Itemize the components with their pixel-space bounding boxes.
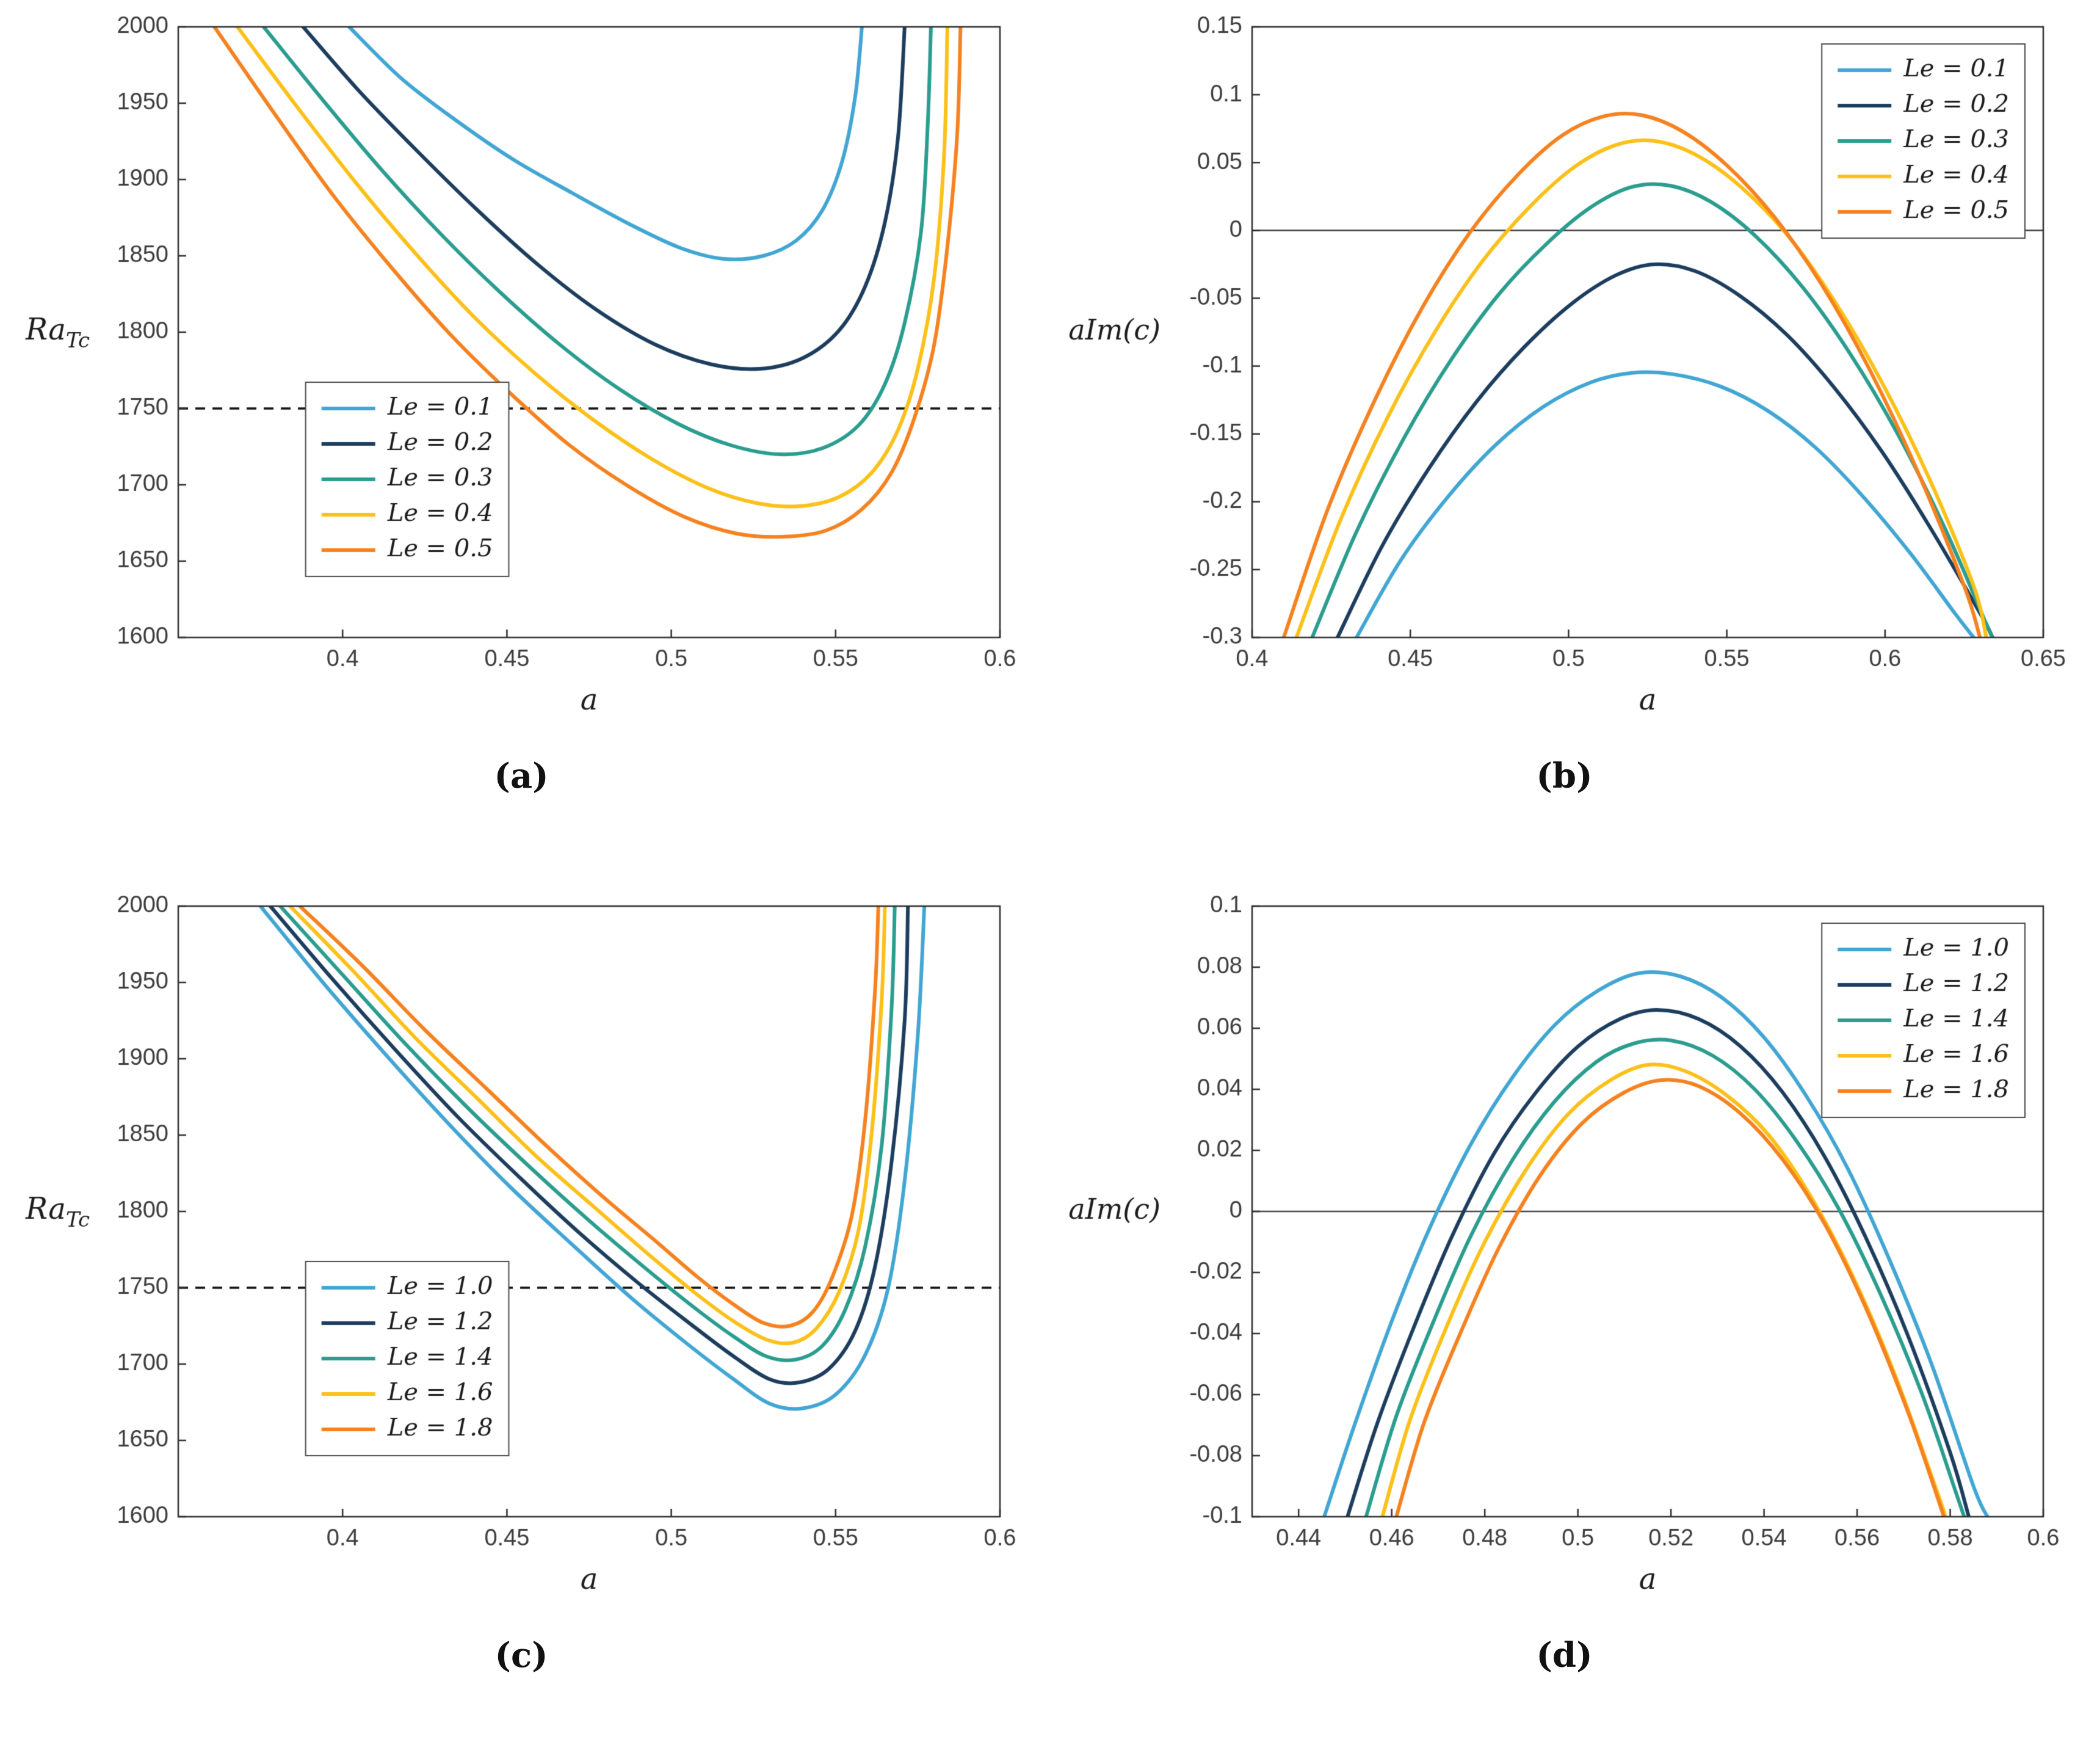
panel-a-plot xyxy=(15,9,1028,735)
panel-c: (c) xyxy=(0,888,1043,1675)
panel-b: (b) xyxy=(1043,9,2086,796)
figure-panel-grid: (a) (b) (c) (d) xyxy=(0,9,2086,1675)
panel-d-caption: (d) xyxy=(1536,1635,1593,1675)
panel-b-caption: (b) xyxy=(1536,756,1593,796)
panel-d: (d) xyxy=(1043,888,2086,1675)
panel-d-plot xyxy=(1057,888,2071,1614)
panel-c-plot xyxy=(15,888,1028,1614)
panel-a: (a) xyxy=(0,9,1043,796)
panel-c-caption: (c) xyxy=(494,1635,548,1675)
panel-b-plot xyxy=(1057,9,2071,735)
panel-a-caption: (a) xyxy=(494,756,549,796)
